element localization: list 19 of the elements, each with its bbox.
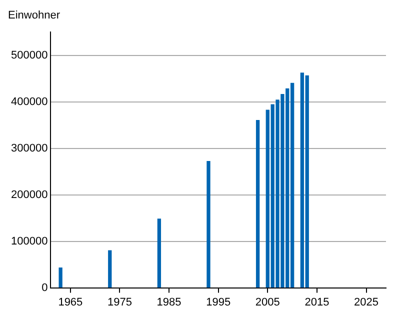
- y-tick-label: 0: [42, 282, 48, 294]
- y-tick-label: 500000: [10, 49, 48, 62]
- y-tick-label: 200000: [10, 188, 48, 201]
- bar: [108, 250, 112, 288]
- bar: [157, 218, 162, 288]
- x-tick-label: 2025: [354, 296, 379, 308]
- x-tick-label: 1965: [58, 296, 83, 308]
- x-tick-label: 1985: [156, 296, 182, 308]
- x-tick-label: 1975: [107, 296, 132, 308]
- x-tick-label: 1995: [206, 296, 231, 308]
- y-tick-label: 400000: [10, 96, 48, 108]
- y-tick-label: 100000: [10, 235, 48, 248]
- bar: [256, 120, 260, 288]
- y-axis-title: Einwohner: [8, 10, 60, 22]
- y-tick-label: 300000: [10, 142, 48, 154]
- x-tick-label: 2015: [304, 296, 330, 308]
- x-tick-label: 2005: [255, 296, 280, 308]
- bar: [58, 267, 62, 288]
- bar: [206, 160, 210, 288]
